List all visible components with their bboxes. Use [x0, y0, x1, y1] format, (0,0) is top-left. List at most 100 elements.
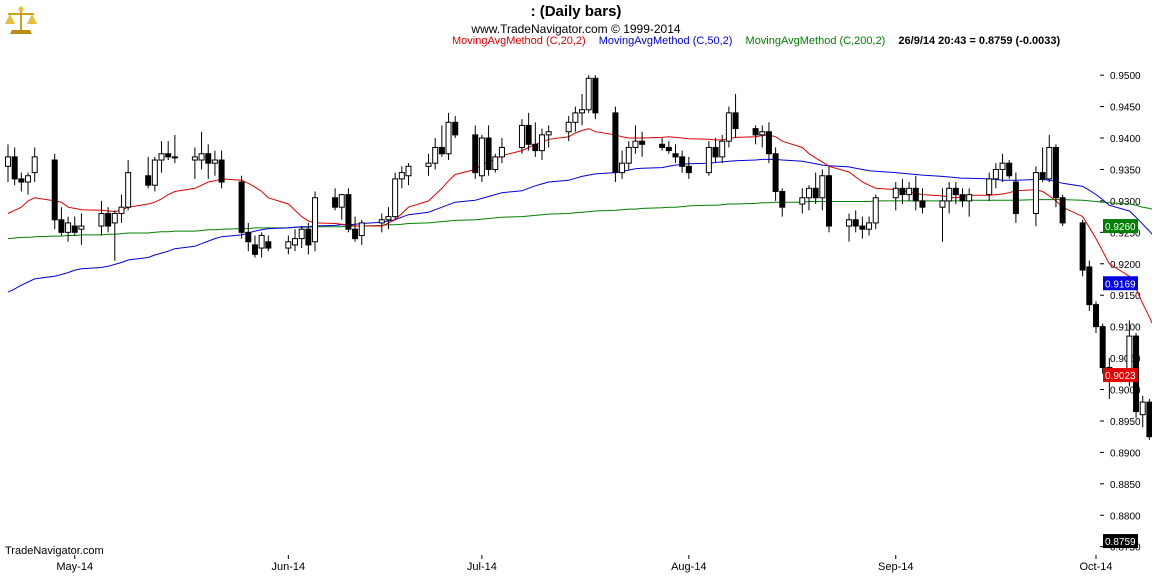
candle[interactable] — [632, 125, 639, 154]
candle[interactable] — [211, 150, 218, 176]
candle[interactable] — [1099, 323, 1106, 374]
candle[interactable] — [859, 216, 866, 239]
candle[interactable] — [285, 235, 292, 255]
candle[interactable] — [251, 235, 258, 258]
candle[interactable] — [65, 216, 72, 242]
candle[interactable] — [105, 207, 112, 233]
candle[interactable] — [659, 138, 666, 151]
candle[interactable] — [866, 216, 873, 236]
candle[interactable] — [11, 147, 18, 186]
candle[interactable] — [98, 200, 105, 236]
candle[interactable] — [151, 156, 158, 192]
candle[interactable] — [158, 141, 165, 173]
candle[interactable] — [385, 207, 392, 230]
candle[interactable] — [1139, 395, 1146, 428]
candle[interactable] — [565, 116, 572, 142]
candle[interactable] — [1079, 219, 1086, 277]
candle[interactable] — [18, 172, 25, 192]
candle[interactable] — [345, 188, 352, 233]
candle[interactable] — [538, 128, 545, 161]
candle[interactable] — [1146, 398, 1152, 440]
candle[interactable] — [966, 188, 973, 217]
candle[interactable] — [51, 153, 58, 230]
candle[interactable] — [71, 216, 78, 236]
candle[interactable] — [612, 106, 619, 183]
candle[interactable] — [145, 156, 152, 189]
candle[interactable] — [198, 131, 205, 170]
candle[interactable] — [732, 94, 739, 139]
candle[interactable] — [438, 125, 445, 157]
candle[interactable] — [532, 122, 539, 157]
candle[interactable] — [1059, 194, 1066, 227]
candle[interactable] — [712, 138, 719, 164]
candle[interactable] — [919, 188, 926, 214]
candle[interactable] — [245, 222, 252, 252]
candle[interactable] — [906, 182, 913, 201]
candle[interactable] — [1052, 144, 1059, 208]
candle[interactable] — [445, 112, 452, 161]
candle[interactable] — [986, 172, 993, 201]
candle[interactable] — [31, 147, 38, 183]
candle[interactable] — [592, 75, 599, 120]
candle[interactable] — [799, 188, 806, 214]
candle[interactable] — [405, 163, 412, 186]
candle[interactable] — [485, 125, 492, 176]
candle[interactable] — [705, 141, 712, 176]
candle[interactable] — [218, 150, 225, 189]
candle[interactable] — [826, 166, 833, 233]
candle[interactable] — [752, 125, 759, 145]
legend-ma50[interactable]: MovingAvgMethod (C,50,2) — [598, 35, 733, 47]
candle[interactable] — [992, 163, 999, 189]
candle[interactable] — [58, 207, 65, 236]
candle[interactable] — [619, 150, 626, 179]
candle[interactable] — [1086, 260, 1093, 311]
candle[interactable] — [672, 144, 679, 164]
candle[interactable] — [425, 153, 432, 176]
candle[interactable] — [725, 106, 732, 148]
candle[interactable] — [779, 188, 786, 217]
candle[interactable] — [1046, 134, 1053, 183]
candle[interactable] — [852, 210, 859, 233]
candle[interactable] — [759, 125, 766, 148]
candle[interactable] — [999, 153, 1006, 183]
candle[interactable] — [846, 213, 853, 242]
candle[interactable] — [959, 188, 966, 208]
candle[interactable] — [685, 156, 692, 179]
legend-ma200[interactable]: MovingAvgMethod (C,200,2) — [745, 35, 886, 47]
candle[interactable] — [1039, 147, 1046, 183]
candle[interactable] — [492, 153, 499, 173]
candle[interactable] — [579, 94, 586, 126]
candle[interactable] — [332, 188, 339, 211]
candle[interactable] — [639, 131, 646, 157]
candle[interactable] — [392, 172, 399, 220]
candle[interactable] — [125, 160, 132, 211]
candle[interactable] — [205, 144, 212, 179]
candle[interactable] — [5, 144, 11, 183]
candle[interactable] — [111, 210, 118, 261]
candle[interactable] — [872, 194, 879, 230]
candle[interactable] — [939, 188, 946, 242]
candle[interactable] — [1093, 301, 1099, 333]
candle[interactable] — [305, 222, 312, 255]
candle[interactable] — [819, 169, 826, 211]
candle[interactable] — [191, 147, 198, 179]
candle[interactable] — [625, 141, 632, 170]
candle[interactable] — [358, 219, 365, 245]
candle[interactable] — [352, 216, 359, 242]
candle[interactable] — [25, 172, 32, 195]
candle[interactable] — [118, 194, 125, 223]
candle[interactable] — [452, 116, 459, 139]
candle[interactable] — [338, 194, 345, 220]
candle[interactable] — [665, 141, 672, 154]
candle[interactable] — [946, 182, 953, 214]
candle[interactable] — [258, 232, 265, 258]
candle[interactable] — [805, 185, 812, 211]
candle[interactable] — [572, 106, 579, 132]
candle[interactable] — [378, 213, 385, 233]
candle[interactable] — [585, 75, 592, 113]
candle[interactable] — [812, 172, 819, 205]
candle[interactable] — [1006, 160, 1013, 179]
candle[interactable] — [265, 235, 272, 252]
candle[interactable] — [719, 134, 726, 164]
